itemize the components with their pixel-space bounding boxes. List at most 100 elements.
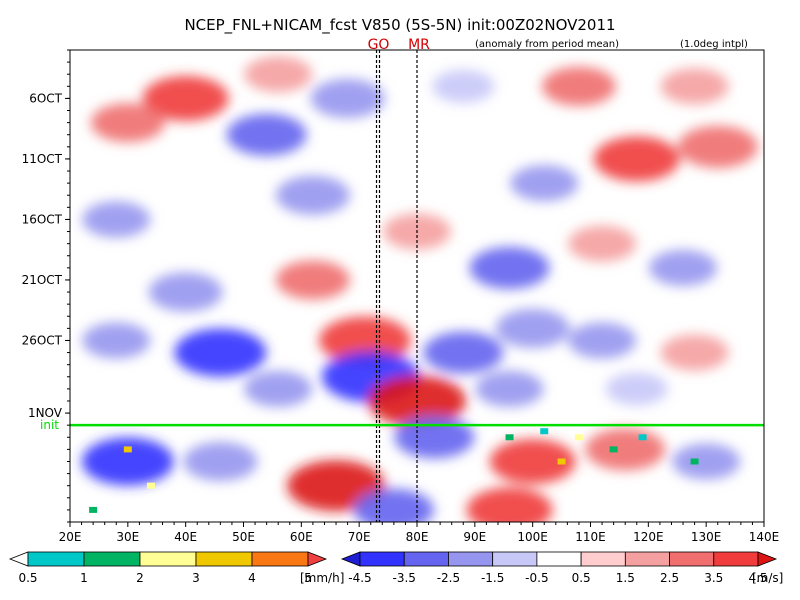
init-label: init <box>40 418 59 432</box>
x-tick-label-40E: 40E <box>174 530 197 544</box>
anomaly-cell-23 <box>423 331 504 374</box>
chart-title: NCEP_FNL+NICAM_fcst V850 (5S-5N) init:00… <box>184 16 615 35</box>
anomaly-cell-4 <box>432 69 495 103</box>
anomaly-cell-8 <box>593 136 680 182</box>
x-tick-label-120E: 120E <box>633 530 664 544</box>
anomaly-cell-5 <box>541 66 616 106</box>
x-tick-label-60E: 60E <box>290 530 313 544</box>
rain-colorbar: 0.5 1 2 3 4 5 <box>8 551 328 585</box>
rain-colorbar-label-1: 1 <box>80 571 88 585</box>
wind-colorbar-label-7: 2.5 <box>660 571 679 585</box>
wind-colorbar-label-2: -2.5 <box>437 571 460 585</box>
rain-colorbar-unit: [mm/h] <box>300 571 344 585</box>
precip-cell-2 <box>89 506 98 513</box>
precip-cell-0 <box>123 446 132 453</box>
wind-colorbar-swatch-6 <box>580 551 626 567</box>
anomaly-cell-11 <box>510 165 579 202</box>
anomaly-cell-38 <box>466 487 553 522</box>
rain-colorbar-swatch-5 <box>251 551 309 567</box>
wind-colorbar-swatch-4 <box>492 551 538 567</box>
anomaly-cell-30 <box>605 372 668 406</box>
precip-cell-3 <box>505 434 514 441</box>
x-tick-label-110E: 110E <box>575 530 606 544</box>
wind-colorbar-swatch-5 <box>536 551 582 567</box>
chart-note-anomaly: (anomaly from period mean) <box>475 39 619 50</box>
y-tick-label-26OCT: 26OCT <box>22 333 63 347</box>
anomaly-cell-19 <box>495 308 570 348</box>
y-axis: 6OCT 11OCT 16OCT 21OCT 26OCT 1NOV <box>22 49 70 523</box>
x-tick-label-70E: 70E <box>348 530 371 544</box>
wind-colorbar-swatch-3 <box>448 551 494 567</box>
x-tick-label-140E: 140E <box>749 530 780 544</box>
anomaly-field <box>81 56 758 522</box>
anomaly-cell-0 <box>142 75 229 121</box>
anomaly-cell-2 <box>244 56 313 93</box>
wind-colorbar-swatch-7 <box>624 551 670 567</box>
anomaly-cell-32 <box>183 441 258 481</box>
x-axis: 20E 30E 40E 50E 60E 70E 80E 90E 100E 110E 120E 130E… <box>59 522 780 544</box>
y-tick-label-21OCT: 21OCT <box>22 273 63 287</box>
anomaly-cell-6 <box>660 68 729 105</box>
anomaly-cell-22 <box>318 316 411 365</box>
anomaly-cell-7 <box>226 113 307 156</box>
wind-colorbar-label-6: 1.5 <box>616 571 635 585</box>
rain-colorbar-label-5: 5 <box>304 571 312 585</box>
wind-colorbar-swatch-2 <box>403 551 449 567</box>
anomaly-cell-16 <box>275 260 350 300</box>
wind-colorbar-swatch-1 <box>359 551 405 567</box>
wind-colorbar-swatch-10 <box>757 551 778 567</box>
x-tick-label-30E: 30E <box>116 530 139 544</box>
precip-cell-5 <box>574 434 583 441</box>
rain-colorbar-label-0: 0.5 <box>18 571 37 585</box>
x-tick-label-100E: 100E <box>517 530 548 544</box>
rain-colorbar-label-4: 4 <box>248 571 256 585</box>
anomaly-cell-15 <box>568 225 637 262</box>
rain-colorbar-swatch-0 <box>8 551 29 567</box>
chart-note-interp: (1.0deg intpl) <box>680 39 748 50</box>
anomaly-cell-9 <box>677 125 758 168</box>
marker-label-go: GO <box>368 37 390 53</box>
wind-colorbar-unit: [m/s] <box>752 571 783 585</box>
anomaly-cell-34 <box>489 438 576 484</box>
anomaly-cell-3 <box>310 78 385 118</box>
x-tick-label-80E: 80E <box>406 530 429 544</box>
precip-cell-9 <box>690 458 699 465</box>
anomaly-cell-29 <box>475 370 544 407</box>
anomaly-cell-36 <box>394 416 475 459</box>
anomaly-cell-39 <box>353 488 434 522</box>
x-tick-label-50E: 50E <box>232 530 255 544</box>
anomaly-cell-31 <box>81 437 174 486</box>
rain-colorbar-swatch-2 <box>83 551 141 567</box>
rain-colorbar-swatch-1 <box>27 551 85 567</box>
wind-colorbar-label-9: 4.5 <box>748 571 767 585</box>
anomaly-cell-25 <box>660 334 729 371</box>
wind-colorbar-label-4: -0.5 <box>525 571 548 585</box>
wind-colorbar-label-3: -1.5 <box>481 571 504 585</box>
wind-colorbar-label-1: -3.5 <box>393 571 416 585</box>
x-tick-label-90E: 90E <box>463 530 486 544</box>
marker-lines <box>375 50 418 522</box>
y-tick-label-6OCT: 6OCT <box>29 91 62 105</box>
wind-colorbar-swatch-0 <box>340 551 361 567</box>
plot-area <box>70 50 764 522</box>
wind-colorbar: -4.5 -3.5 -2.5 -1.5 -0.5 0.5 1.5 2.5 3.5 4.5 <box>340 551 778 585</box>
y-tick-label-16OCT: 16OCT <box>22 212 63 226</box>
anomaly-cell-21 <box>82 322 151 359</box>
wind-colorbar-label-5: 0.5 <box>572 571 591 585</box>
rain-colorbar-label-3: 3 <box>192 571 200 585</box>
x-tick-label-130E: 130E <box>691 530 722 544</box>
rain-colorbar-label-2: 2 <box>136 571 144 585</box>
wind-colorbar-swatch-9 <box>713 551 759 567</box>
precip-cell-7 <box>638 434 647 441</box>
anomaly-cell-37 <box>672 443 741 480</box>
y-tick-label-1NOV: 1NOV <box>28 406 63 420</box>
x-tick-label-20E: 20E <box>59 530 82 544</box>
wind-colorbar-swatch-8 <box>669 551 715 567</box>
precip-cell-8 <box>557 458 566 465</box>
precip-overlay <box>89 428 699 513</box>
precip-cell-6 <box>609 446 618 453</box>
rain-colorbar-swatch-4 <box>195 551 253 567</box>
anomaly-cell-28 <box>244 370 313 407</box>
precip-cell-1 <box>146 482 155 489</box>
